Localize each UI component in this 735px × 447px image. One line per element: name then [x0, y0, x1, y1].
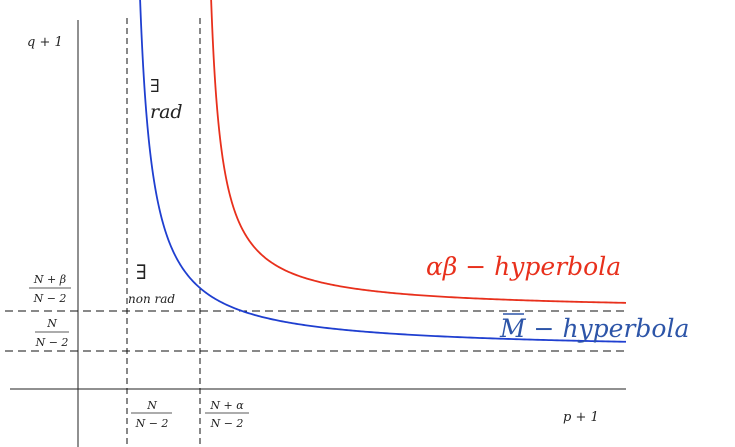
m-hyperbola-label: M − hyperbola [499, 314, 689, 343]
x-axis-label: p + 1 [563, 410, 599, 425]
nonradial-region-label: non rad [128, 292, 175, 306]
svg-text:N − 2: N − 2 [35, 336, 69, 349]
svg-text:N − 2: N − 2 [210, 417, 244, 430]
y-axis-label: q + 1 [27, 35, 63, 50]
alpha-beta-hyperbola-curve [210, 0, 627, 304]
alpha-beta-hyperbola-label: αβ − hyperbola [426, 252, 621, 281]
y-tick-n-plus-beta-over-n-minus-2: N + β N − 2 [29, 273, 71, 305]
radial-exists-symbol: ∃ [150, 76, 160, 97]
svg-text:N + β: N + β [33, 273, 66, 286]
y-tick-n-over-n-minus-2: N N − 2 [35, 317, 69, 349]
m-hyperbola-curve [139, 0, 627, 343]
x-tick-n-plus-alpha-over-n-minus-2: N + α N − 2 [205, 399, 249, 430]
svg-text:N + α: N + α [209, 399, 244, 412]
svg-text:N − 2: N − 2 [135, 417, 169, 430]
svg-text:N − 2: N − 2 [33, 292, 67, 305]
svg-text:N: N [46, 317, 57, 330]
radial-region-label: rad [150, 101, 183, 123]
nonradial-exists-symbol: ∃ [136, 260, 147, 284]
svg-text:N: N [146, 399, 157, 412]
x-tick-n-over-n-minus-2: N N − 2 [131, 399, 172, 430]
